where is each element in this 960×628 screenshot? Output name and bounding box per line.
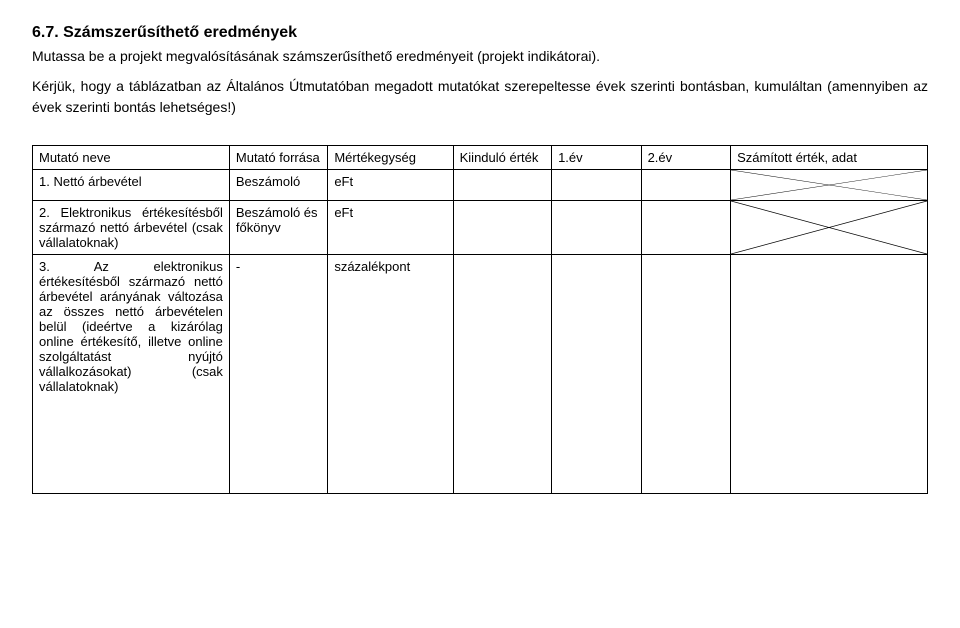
cell-calc	[731, 254, 928, 493]
cell-source: Beszámoló	[229, 169, 327, 200]
table-row: 3. Az elektronikus értékesítésből szárma…	[33, 254, 928, 493]
cell-start	[453, 200, 551, 254]
intro-paragraph-1: Mutassa be a projekt megvalósításának sz…	[32, 46, 928, 66]
col-header-unit: Mértékegység	[328, 145, 453, 169]
col-header-y1: 1.év	[552, 145, 642, 169]
cell-y2	[641, 200, 731, 254]
table-row: 1. Nettó árbevétel Beszámoló eFt	[33, 169, 928, 200]
cell-name: 1. Nettó árbevétel	[33, 169, 230, 200]
col-header-y2: 2.év	[641, 145, 731, 169]
cell-name: 2. Elektronikus értékesítésből származó …	[33, 200, 230, 254]
cell-unit: eFt	[328, 200, 453, 254]
cell-y2	[641, 254, 731, 493]
cell-name: 3. Az elektronikus értékesítésből szárma…	[33, 254, 230, 493]
indicators-table: Mutató neve Mutató forrása Mértékegység …	[32, 145, 928, 494]
col-header-name: Mutató neve	[33, 145, 230, 169]
col-header-calc: Számított érték, adat	[731, 145, 928, 169]
cell-y1	[552, 200, 642, 254]
col-header-source: Mutató forrása	[229, 145, 327, 169]
section-heading: 6.7. Számszerűsíthető eredmények	[32, 24, 928, 42]
cell-y2	[641, 169, 731, 200]
cell-unit: eFt	[328, 169, 453, 200]
cell-source: -	[229, 254, 327, 493]
col-header-start: Kiinduló érték	[453, 145, 551, 169]
cross-icon	[731, 201, 927, 254]
cell-start	[453, 254, 551, 493]
cross-icon	[731, 170, 927, 200]
table-row: 2. Elektronikus értékesítésből származó …	[33, 200, 928, 254]
cell-y1	[552, 254, 642, 493]
cell-calc-crossed	[731, 169, 928, 200]
table-header-row: Mutató neve Mutató forrása Mértékegység …	[33, 145, 928, 169]
cell-y1	[552, 169, 642, 200]
intro-paragraph-2: Kérjük, hogy a táblázatban az Általános …	[32, 76, 928, 117]
cell-start	[453, 169, 551, 200]
cell-source: Beszámoló és főkönyv	[229, 200, 327, 254]
cell-calc-crossed	[731, 200, 928, 254]
cell-unit: százalékpont	[328, 254, 453, 493]
